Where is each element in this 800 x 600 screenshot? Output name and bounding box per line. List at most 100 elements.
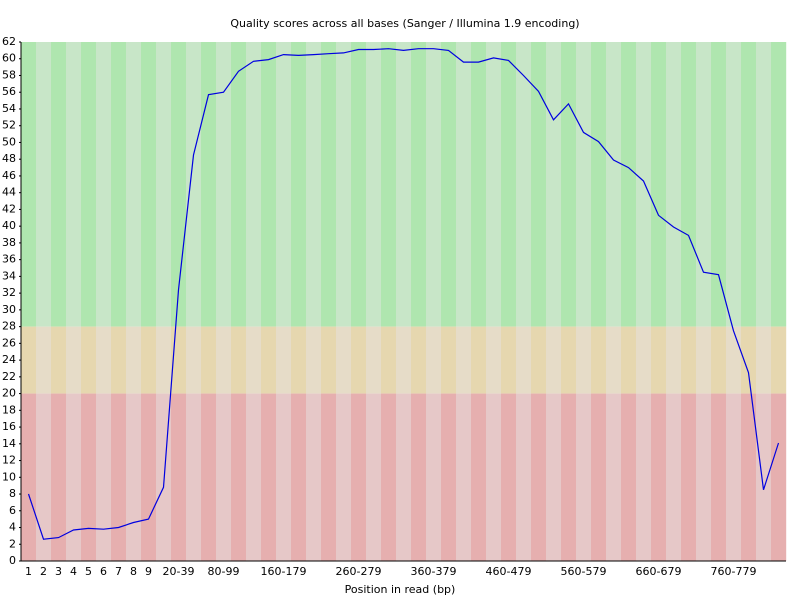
y-tick-label: 58 xyxy=(2,68,16,81)
quality-band xyxy=(501,42,517,327)
quality-band xyxy=(561,326,577,394)
quality-band xyxy=(231,326,247,394)
quality-band xyxy=(741,393,757,561)
quality-band xyxy=(576,326,592,394)
quality-band xyxy=(66,326,82,394)
quality-band xyxy=(381,393,397,561)
quality-band xyxy=(51,326,67,394)
quality-band xyxy=(771,326,787,394)
y-tick-label: 2 xyxy=(9,537,16,550)
quality-band xyxy=(171,393,187,561)
quality-band xyxy=(126,326,142,394)
quality-band xyxy=(216,393,232,561)
y-tick-label: 10 xyxy=(2,470,16,483)
quality-band xyxy=(411,326,427,394)
quality-band xyxy=(321,326,337,394)
quality-band xyxy=(726,393,742,561)
quality-band xyxy=(261,42,277,327)
data-line xyxy=(27,48,780,540)
quality-band xyxy=(771,393,787,561)
quality-band xyxy=(141,393,157,561)
y-tick-label: 44 xyxy=(2,186,16,199)
y-tick-label: 32 xyxy=(2,286,16,299)
quality-band xyxy=(651,393,667,561)
x-tick-label: 4 xyxy=(70,565,77,578)
quality-band xyxy=(276,326,292,394)
quality-band xyxy=(681,393,697,561)
quality-band xyxy=(471,393,487,561)
quality-band xyxy=(246,42,262,327)
quality-band xyxy=(696,42,712,327)
quality-band xyxy=(111,42,127,327)
quality-band xyxy=(531,326,547,394)
x-tick-label: 760-779 xyxy=(711,565,757,578)
quality-band xyxy=(576,393,592,561)
quality-band xyxy=(36,393,52,561)
quality-band xyxy=(156,326,172,394)
quality-band xyxy=(456,326,472,394)
quality-band xyxy=(201,393,217,561)
quality-band xyxy=(306,393,322,561)
quality-band xyxy=(186,326,202,394)
quality-band xyxy=(411,393,427,561)
quality-band xyxy=(621,326,637,394)
quality-band xyxy=(441,393,457,561)
quality-band xyxy=(291,393,307,561)
quality-band xyxy=(576,42,592,327)
x-tick-label: 260-279 xyxy=(336,565,382,578)
quality-band xyxy=(111,393,127,561)
y-tick-label: 6 xyxy=(9,504,16,517)
quality-band xyxy=(186,42,202,327)
y-tick-label: 46 xyxy=(2,169,16,182)
quality-band xyxy=(231,393,247,561)
quality-band xyxy=(396,326,412,394)
quality-band xyxy=(96,393,112,561)
quality-band xyxy=(96,42,112,327)
quality-band xyxy=(216,42,232,327)
quality-band xyxy=(516,393,532,561)
quality-band xyxy=(591,393,607,561)
quality-band xyxy=(696,393,712,561)
quality-band xyxy=(561,393,577,561)
quality-band xyxy=(126,42,142,327)
y-tick-label: 50 xyxy=(2,135,16,148)
y-tick-label: 8 xyxy=(9,487,16,500)
quality-band xyxy=(366,393,382,561)
quality-band xyxy=(291,42,307,327)
x-tick-label: 460-479 xyxy=(486,565,532,578)
quality-band xyxy=(246,393,262,561)
y-tick-label: 24 xyxy=(2,353,16,366)
quality-band xyxy=(426,326,442,394)
quality-band xyxy=(291,326,307,394)
quality-band xyxy=(36,42,52,327)
quality-band xyxy=(81,393,97,561)
quality-band xyxy=(501,326,517,394)
quality-band xyxy=(261,393,277,561)
quality-band xyxy=(36,326,52,394)
quality-band xyxy=(741,326,757,394)
quality-band xyxy=(606,326,622,394)
quality-band xyxy=(681,326,697,394)
quality-band xyxy=(516,326,532,394)
x-tick-label: 6 xyxy=(100,565,107,578)
x-tick-label: 80-99 xyxy=(208,565,240,578)
y-tick-label: 52 xyxy=(2,119,16,132)
quality-band xyxy=(396,42,412,327)
quality-band xyxy=(591,42,607,327)
quality-band xyxy=(666,393,682,561)
quality-band xyxy=(606,42,622,327)
quality-band xyxy=(771,42,787,327)
quality-band xyxy=(156,42,172,327)
quality-band xyxy=(201,42,217,327)
y-tick-label: 22 xyxy=(2,370,16,383)
quality-band xyxy=(351,393,367,561)
quality-band xyxy=(96,326,112,394)
quality-band xyxy=(321,393,337,561)
quality-band xyxy=(471,326,487,394)
y-tick-label: 14 xyxy=(2,437,16,450)
y-tick-label: 30 xyxy=(2,303,16,316)
y-tick-label: 0 xyxy=(9,554,16,567)
x-tick-label: 3 xyxy=(55,565,62,578)
y-tick-label: 62 xyxy=(2,35,16,48)
quality-band xyxy=(141,326,157,394)
